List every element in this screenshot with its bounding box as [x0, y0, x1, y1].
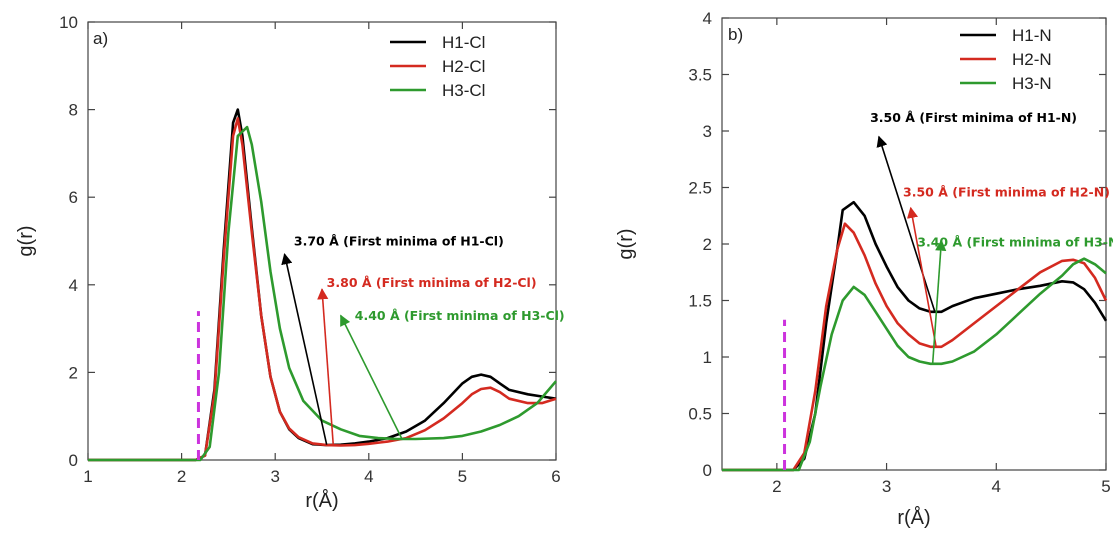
annotation-arrow — [317, 288, 335, 445]
annotation-label: 4.40 Å (First minima of H3-Cl) — [355, 308, 565, 323]
annotation-label: 3.50 Å (First minima of H1-N) — [870, 110, 1077, 125]
x-tick-label: 5 — [1101, 477, 1110, 496]
x-axis-title: r(Å) — [305, 489, 338, 512]
y-tick-label: 3 — [703, 122, 712, 141]
y-tick-label: 2 — [703, 235, 712, 254]
plot-frame — [87, 21, 557, 461]
y-tick-label: 1 — [703, 348, 712, 367]
x-tick-label: 2 — [772, 477, 781, 496]
annotation-label: 3.50 Å (First minima of H2-N) — [903, 185, 1110, 200]
x-tick-label: 6 — [551, 467, 560, 486]
y-tick-label: 4 — [69, 276, 78, 295]
annotation-label: 3.80 Å (First minima of H2-Cl) — [327, 275, 537, 290]
annotation-label: 3.40 Å (First minima of H3-N) — [917, 234, 1113, 249]
series-line-h2-n — [722, 222, 1108, 472]
annotation-label: 3.70 Å (First minima of H1-Cl) — [294, 233, 504, 248]
y-axis-title: g(r) — [15, 225, 37, 256]
y-axis-title: g(r) — [615, 228, 637, 259]
x-tick-label: 5 — [458, 467, 467, 486]
y-tick-label: 0 — [703, 461, 712, 480]
x-axis-title: r(Å) — [897, 506, 930, 529]
series-line-h1-n — [722, 200, 1108, 472]
x-tick-label: 4 — [364, 467, 373, 486]
y-tick-label: 8 — [69, 101, 78, 120]
legend-label: H2-Cl — [442, 57, 485, 76]
legend-label: H3-N — [1012, 74, 1052, 93]
series-line-h3-n — [722, 257, 1107, 472]
y-tick-label: 2 — [69, 363, 78, 382]
x-tick-label: 4 — [992, 477, 1001, 496]
y-tick-label: 6 — [69, 188, 78, 207]
x-tick-label: 1 — [83, 467, 92, 486]
y-tick-label: 1.5 — [688, 292, 712, 311]
panel-label: a) — [93, 29, 108, 48]
legend-label: H2-N — [1012, 50, 1052, 69]
annotation-arrow — [876, 135, 936, 313]
x-tick-label: 3 — [882, 477, 891, 496]
legend-label: H1-N — [1012, 26, 1052, 45]
y-tick-label: 10 — [59, 13, 78, 32]
annotation-arrow — [340, 314, 403, 439]
x-tick-label: 3 — [270, 467, 279, 486]
y-tick-label: 0 — [69, 451, 78, 470]
y-tick-label: 4 — [703, 9, 712, 28]
annotation-arrow — [931, 239, 947, 364]
panel-b: 2 3 4 5 0 0.5 1 1.5 2 2.5 3 3.5 4 r(Å) g(r) b) H1-N H2-N H… — [615, 9, 1113, 529]
y-tick-label: 0.5 — [688, 405, 712, 424]
annotation-arrow — [907, 206, 937, 346]
legend-label: H3-Cl — [442, 81, 485, 100]
annotation-arrow — [281, 253, 328, 445]
legend-label: H1-Cl — [442, 33, 485, 52]
panel-a: 1 2 3 4 5 6 0 2 4 6 8 10 r(Å) g(r) a) H1-Cl H2-Cl H3-Cl 3.… — [15, 13, 565, 512]
y-tick-label: 3.5 — [688, 66, 712, 85]
series-line-h3-cl — [88, 125, 557, 462]
panel-label: b) — [728, 25, 743, 44]
y-tick-label: 2.5 — [688, 179, 712, 198]
series-line-h2-cl — [88, 117, 557, 462]
x-tick-label: 2 — [177, 467, 186, 486]
